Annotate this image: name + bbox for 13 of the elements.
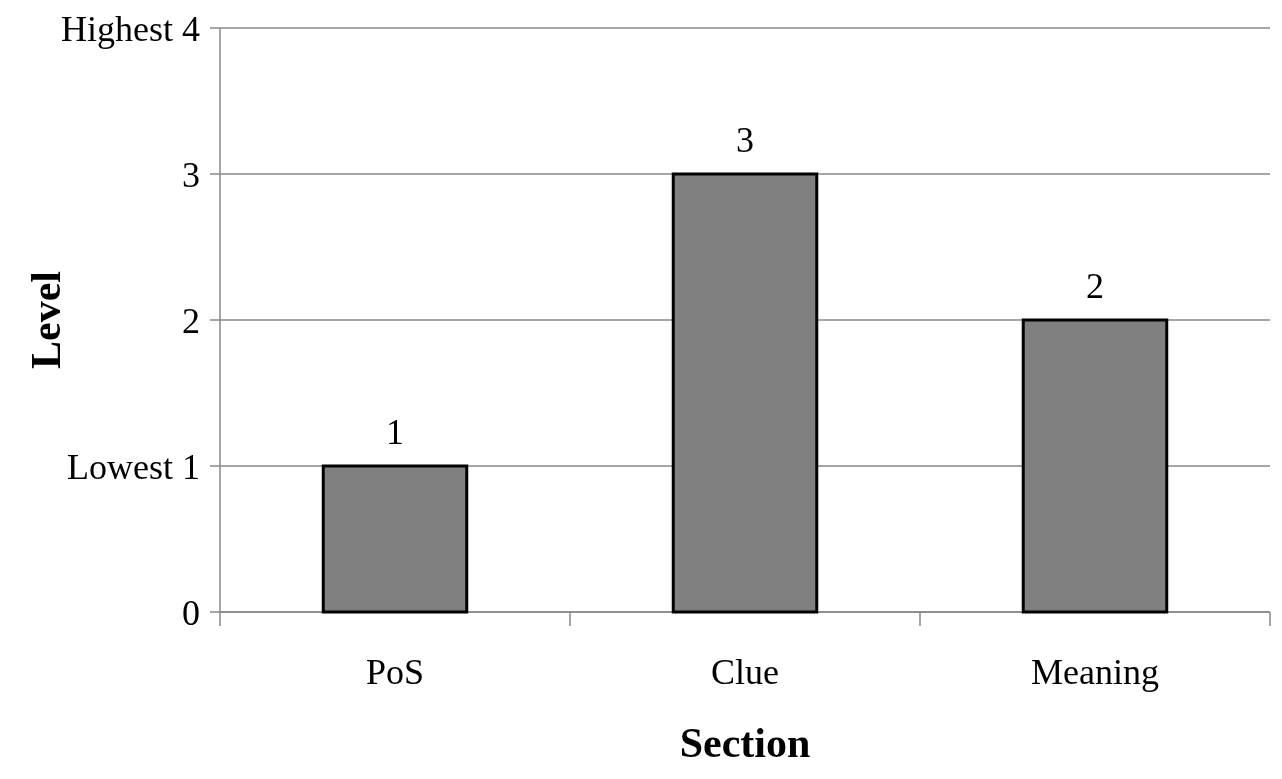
- data-label: 1: [386, 412, 404, 452]
- y-tick-label: 3: [182, 154, 200, 195]
- x-axis-title: Section: [679, 720, 811, 766]
- x-tick-label: PoS: [365, 652, 425, 692]
- y-tick-label: 2: [182, 300, 200, 341]
- y-tick-label: Lowest 1: [67, 446, 200, 487]
- data-label: 2: [1086, 266, 1104, 306]
- y-tick-label: Highest 4: [61, 8, 200, 49]
- x-tick-label: Clue: [711, 652, 779, 692]
- y-axis-title: Level: [23, 271, 69, 369]
- x-tick-label: Meaning: [1031, 652, 1159, 692]
- y-tick-label: 0: [182, 592, 200, 633]
- data-label: 3: [736, 120, 754, 160]
